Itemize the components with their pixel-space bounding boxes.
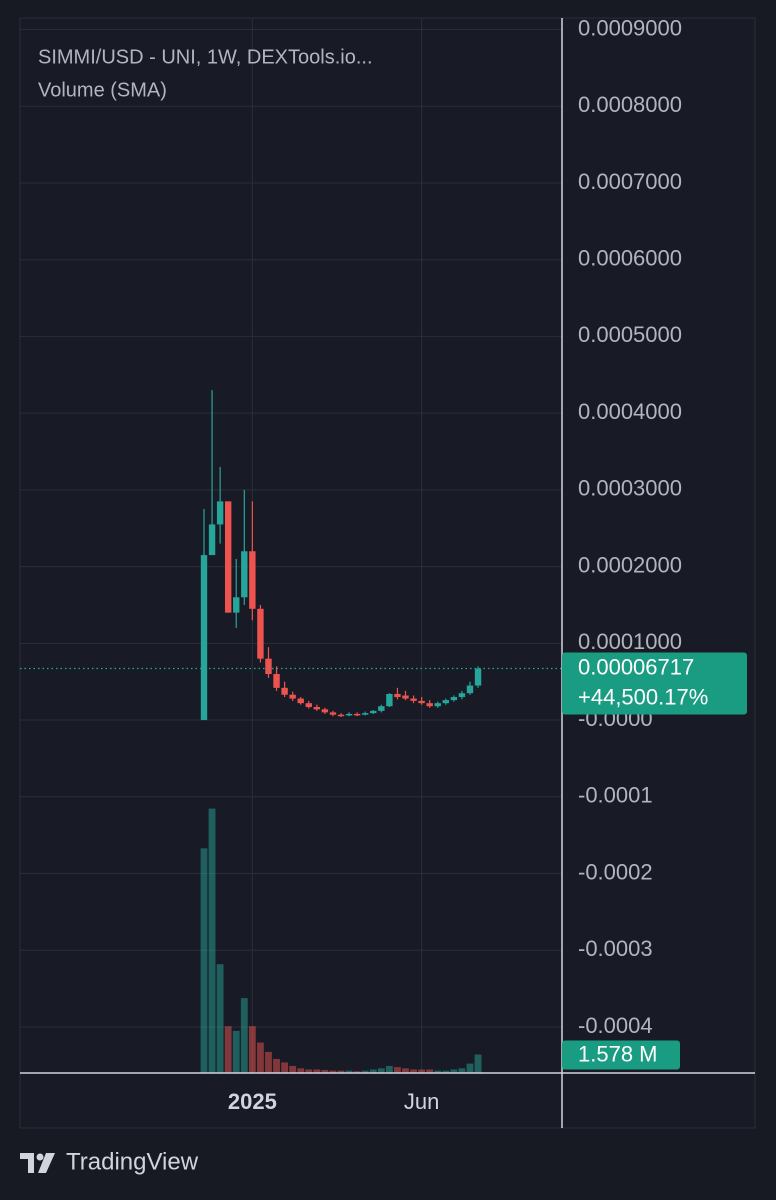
volume-bar — [385, 1065, 393, 1073]
volume-bar — [224, 1026, 232, 1073]
candle-body — [208, 524, 216, 556]
y-tick-label: -0.0004 — [578, 1013, 653, 1038]
volume-bar — [273, 1058, 280, 1073]
volume-bar — [297, 1068, 305, 1073]
candle-body — [233, 597, 240, 613]
volume-bar — [257, 1042, 264, 1073]
candle-body — [418, 700, 425, 704]
volume-bar — [321, 1070, 329, 1073]
volume-bar — [208, 808, 216, 1073]
grid — [20, 18, 562, 1073]
candle-body — [394, 693, 401, 698]
candle-body — [337, 714, 345, 717]
volume-bar — [337, 1070, 345, 1073]
chart-frame — [19, 17, 756, 1129]
candle-body — [370, 710, 377, 714]
candle-body — [265, 658, 272, 675]
brand-logo — [20, 1153, 55, 1173]
y-tick-label: 0.0002000 — [578, 552, 682, 577]
candle-body — [434, 703, 441, 707]
candle-body — [321, 709, 329, 713]
candle-body — [200, 555, 208, 721]
candle-body — [281, 687, 288, 695]
volume-bar — [474, 1054, 482, 1073]
volume-bar — [458, 1068, 466, 1073]
y-tick-label: 0.0001000 — [578, 629, 682, 654]
volume-bar — [289, 1065, 297, 1073]
candle-body — [224, 501, 232, 613]
change-label: +44,500.17% — [578, 684, 708, 709]
y-tick-label: -0.0003 — [578, 936, 653, 961]
volume-bar — [394, 1067, 401, 1073]
candle-body — [329, 712, 337, 715]
candle-body — [297, 698, 304, 704]
y-tick-label: 0.0003000 — [578, 476, 682, 501]
last-price-label: 0.00006717 — [578, 654, 694, 679]
volume-bar — [281, 1062, 288, 1073]
y-tick-label: -0.0001 — [578, 783, 653, 808]
y-tick-label: 0.0006000 — [578, 246, 682, 271]
volume-bar — [240, 998, 248, 1073]
y-tick-label: -0.0002 — [578, 859, 653, 884]
last-volume-box — [562, 1040, 680, 1070]
volume-bar — [377, 1068, 385, 1073]
candle-body — [289, 694, 296, 699]
candle-body — [257, 608, 264, 659]
brand-name: TradingView — [66, 1148, 199, 1175]
volume-bar — [216, 964, 224, 1073]
volume-bar — [200, 848, 208, 1073]
candle-body — [305, 703, 312, 708]
volume-bar — [434, 1070, 442, 1073]
candle-body — [249, 551, 256, 609]
candle-body — [353, 713, 361, 716]
chart-subtitle: Volume (SMA) — [38, 79, 167, 101]
candle-body — [450, 697, 458, 701]
candle-body — [442, 700, 449, 704]
y-tick-label: 0.0009000 — [578, 15, 682, 40]
candle-body — [410, 698, 417, 701]
marks — [200, 390, 482, 1073]
candle-body — [313, 707, 321, 710]
candle-body — [458, 693, 466, 698]
volume-bar — [313, 1069, 321, 1073]
last-price-box — [562, 652, 747, 715]
volume-bar — [410, 1069, 417, 1073]
y-tick-label: 0.0008000 — [578, 92, 682, 117]
volume-bar — [442, 1070, 450, 1073]
volume-bar — [426, 1069, 434, 1073]
candle-body — [402, 695, 409, 699]
y-tick-label: 0.0004000 — [578, 399, 682, 424]
candle-body — [345, 713, 353, 716]
volume-bar — [232, 1030, 240, 1073]
candle-body — [241, 551, 248, 598]
x-tick-label: 2025 — [228, 1089, 277, 1114]
volume-bar — [466, 1063, 474, 1073]
y-tick-label: 0.0005000 — [578, 322, 682, 347]
volume-bar — [329, 1070, 337, 1073]
last-volume-label: 1.578 M — [578, 1041, 658, 1066]
volume-bar — [248, 1026, 256, 1073]
volume-bar — [418, 1069, 426, 1073]
x-tick-label: Jun — [404, 1089, 439, 1114]
volume-bar — [265, 1051, 272, 1073]
y-tick-label: 0.0007000 — [578, 169, 682, 194]
candle-body — [426, 703, 433, 707]
candle-body — [273, 674, 280, 688]
candle-body — [362, 713, 369, 715]
candle-body — [466, 685, 474, 694]
volume-bar — [402, 1068, 409, 1073]
volume-bar — [353, 1071, 361, 1073]
volume-bar — [361, 1070, 369, 1073]
candle-body — [216, 501, 224, 525]
chart-title: SIMMI/USD - UNI, 1W, DEXTools.io... — [38, 46, 373, 68]
candle-body — [378, 706, 385, 711]
volume-bar — [369, 1069, 377, 1073]
volume-bar — [345, 1070, 353, 1073]
volume-bar — [450, 1069, 458, 1073]
candle-body — [474, 668, 482, 686]
volume-bar — [305, 1069, 313, 1073]
candle-body — [386, 693, 393, 707]
